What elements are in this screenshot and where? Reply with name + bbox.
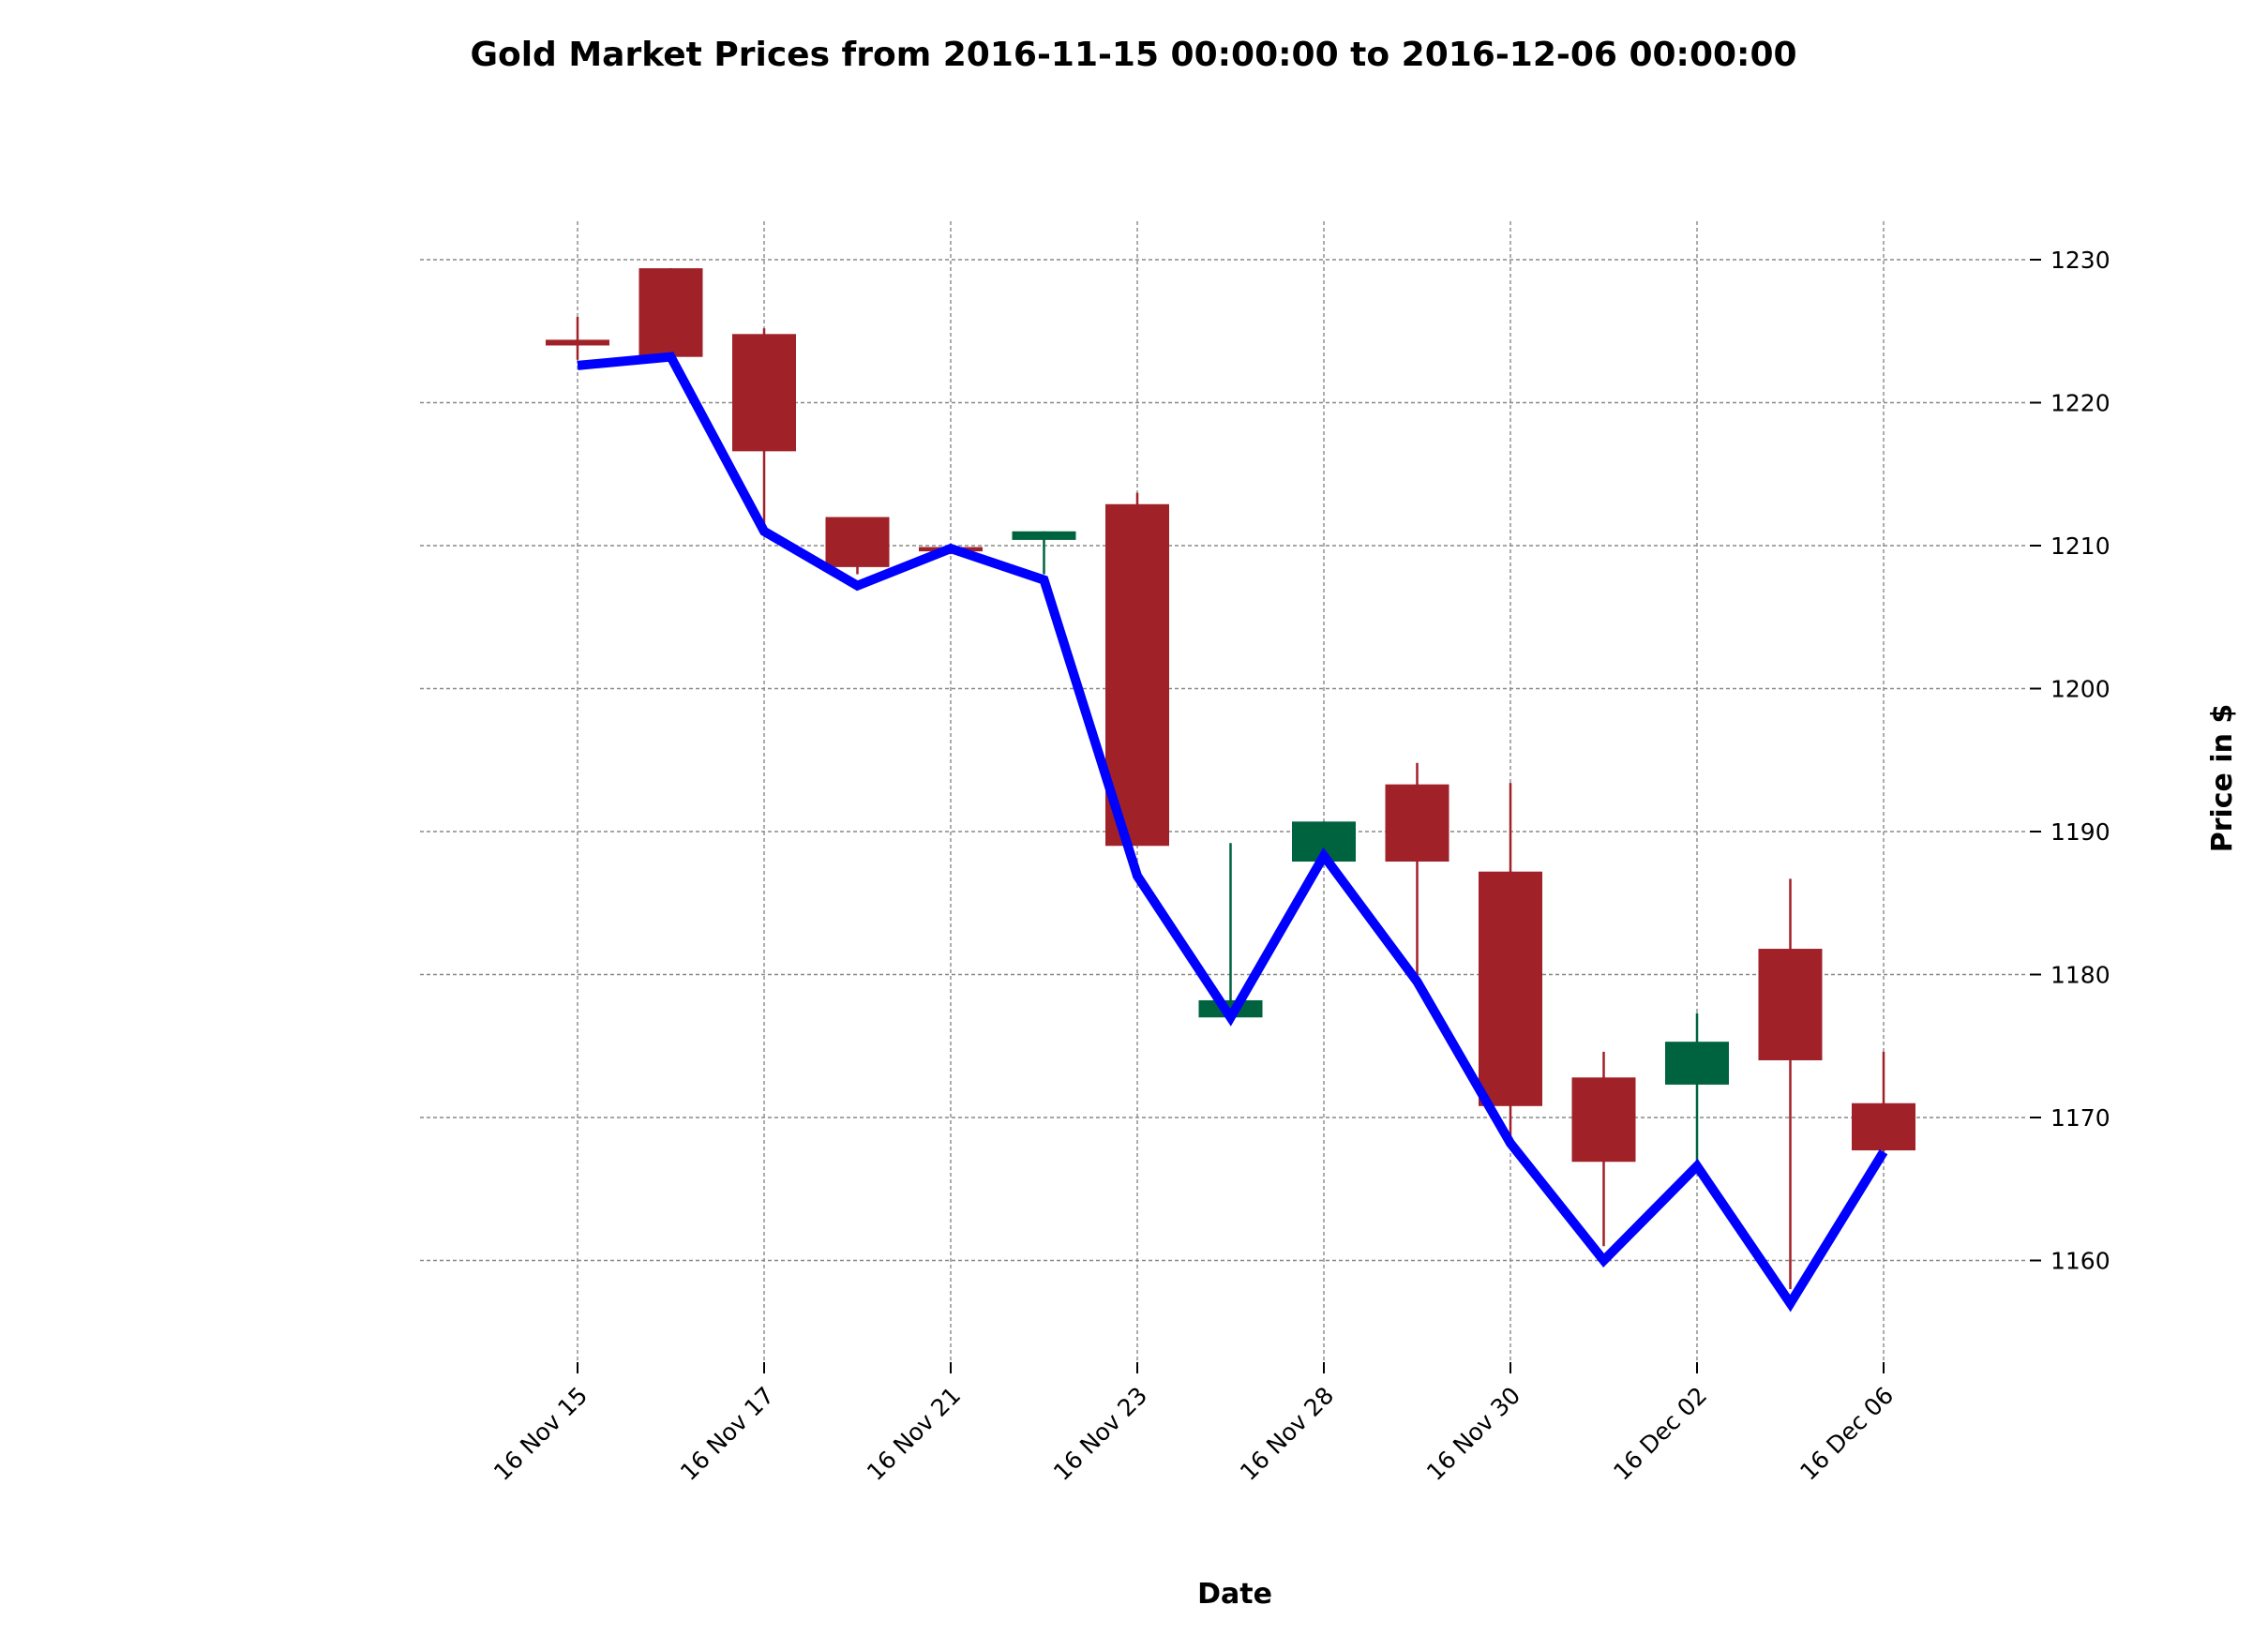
- close-line-series: [577, 352, 1888, 1312]
- x-tick-label: 16 Nov 28: [1235, 1382, 1339, 1486]
- candle-body: [732, 334, 796, 452]
- candle-body: [825, 517, 890, 567]
- x-axis: 16 Nov 15 16 Nov 17 16 Nov 21 16 Nov 23 16 N…: [488, 1362, 1899, 1486]
- candle-body: [1105, 503, 1169, 847]
- candlestick-series: [546, 268, 1915, 1289]
- grid-layer: [420, 221, 2025, 1361]
- y-tick-label: 1170: [2050, 1104, 2110, 1132]
- x-tick-label: 16 Nov 15: [488, 1382, 593, 1486]
- x-tick-label: 16 Dec 02: [1608, 1382, 1712, 1486]
- y-tick-label: 1160: [2050, 1248, 2110, 1275]
- candle-body: [1479, 871, 1542, 1106]
- y-tick-label: 1230: [2050, 247, 2110, 274]
- y-tick-label: 1200: [2050, 676, 2110, 703]
- candle-body: [1758, 949, 1823, 1060]
- candle-body: [546, 339, 609, 346]
- x-tick-label: 16 Dec 06: [1795, 1382, 1899, 1486]
- x-tick-label: 16 Nov 17: [675, 1382, 779, 1486]
- x-tick-label: 16 Nov 23: [1048, 1382, 1152, 1486]
- y-axis: 1160 1170 1180 1190 1200 1210 1220 1230: [2030, 247, 2110, 1275]
- y-tick-label: 1210: [2050, 532, 2110, 560]
- chart-title: Gold Market Prices from 2016-11-15 00:00…: [470, 36, 1796, 74]
- candle-body: [1385, 784, 1449, 862]
- y-axis-label: Price in $: [2206, 704, 2239, 853]
- x-tick-label: 16 Nov 21: [862, 1382, 966, 1486]
- candle-body: [1852, 1102, 1915, 1151]
- x-axis-label: Date: [1197, 1578, 1272, 1611]
- x-tick-label: 16 Nov 30: [1421, 1382, 1525, 1486]
- candle-body: [1571, 1077, 1636, 1162]
- y-tick-label: 1190: [2050, 818, 2110, 846]
- close-line: [577, 352, 1888, 1312]
- candle-body: [638, 268, 703, 357]
- candle-body: [1012, 531, 1076, 540]
- candle-body: [1665, 1042, 1729, 1085]
- y-tick-label: 1220: [2050, 390, 2110, 417]
- y-tick-label: 1180: [2050, 962, 2110, 989]
